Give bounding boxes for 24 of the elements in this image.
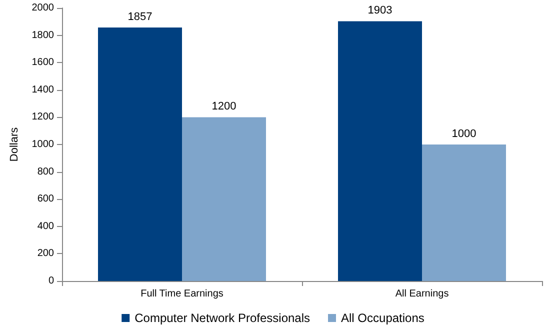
legend-label: All Occupations xyxy=(341,311,424,325)
y-tick-label: 0 xyxy=(48,276,54,286)
data-label: 1200 xyxy=(212,100,236,113)
data-label: 1903 xyxy=(368,4,392,17)
y-tick-label: 1200 xyxy=(32,112,54,123)
y-tick-label: 1800 xyxy=(32,30,54,41)
y-tick-label: 600 xyxy=(37,194,54,205)
bar xyxy=(182,117,266,281)
y-tick-label: 2000 xyxy=(32,2,54,14)
y-tick-label: 1400 xyxy=(32,84,54,96)
legend-label: Computer Network Professionals xyxy=(134,311,310,325)
x-tick-label: All Earnings xyxy=(395,288,449,300)
data-label: 1857 xyxy=(128,11,152,24)
y-axis-title: Dollars xyxy=(8,126,20,162)
y-tick-label: 400 xyxy=(37,220,54,232)
x-tick-label: Full Time Earnings xyxy=(140,288,224,300)
bar xyxy=(338,21,422,281)
y-tick-label: 200 xyxy=(37,248,54,260)
bar xyxy=(422,144,506,281)
y-tick-label: 1000 xyxy=(32,139,54,150)
y-tick-label: 1600 xyxy=(32,57,54,68)
data-label: 1000 xyxy=(452,128,476,140)
y-tick-label: 800 xyxy=(37,166,54,178)
bar xyxy=(98,28,182,281)
